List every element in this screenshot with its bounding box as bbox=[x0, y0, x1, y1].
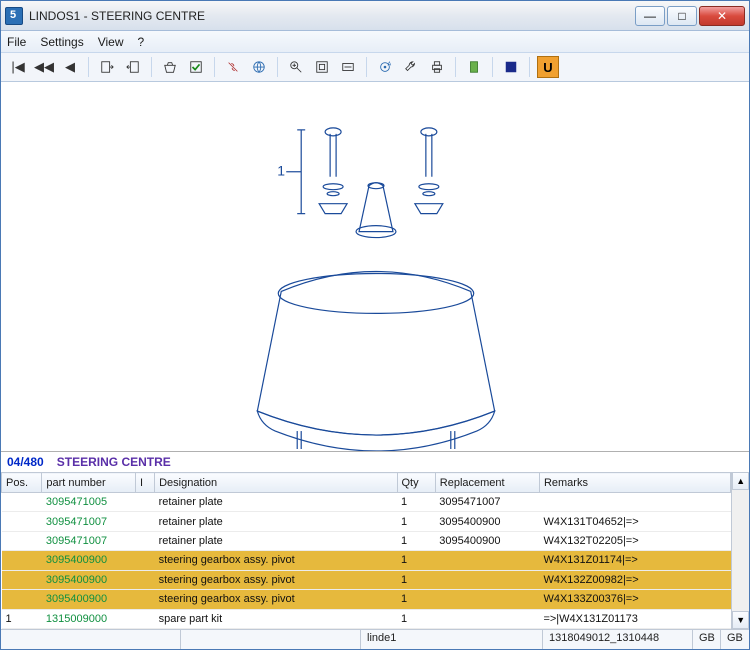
menu-settings[interactable]: Settings bbox=[40, 35, 83, 49]
scroll-track[interactable] bbox=[732, 490, 749, 611]
col-replacement[interactable]: Replacement bbox=[435, 473, 539, 493]
print-icon[interactable] bbox=[426, 56, 448, 78]
export-icon[interactable] bbox=[96, 56, 118, 78]
col-qty[interactable]: Qty bbox=[397, 473, 435, 493]
doc-icon[interactable] bbox=[463, 56, 485, 78]
table-row[interactable]: 3095400900steering gearbox assy. pivot1W… bbox=[2, 570, 731, 589]
link-off-icon[interactable] bbox=[222, 56, 244, 78]
diagram-svg: 1 bbox=[1, 82, 749, 451]
page-indicator: 04/480 bbox=[7, 455, 44, 469]
target-icon[interactable]: A bbox=[374, 56, 396, 78]
zoom-in-icon[interactable] bbox=[285, 56, 307, 78]
scroll-up-icon[interactable]: ▲ bbox=[732, 472, 749, 490]
prev-fast-icon[interactable]: ◀◀ bbox=[33, 56, 55, 78]
part-number: 1315009000 bbox=[42, 609, 136, 628]
status-doc: 1318049012_1310448 bbox=[543, 630, 693, 649]
table-row[interactable]: 11315009000spare part kit1=>|W4X131Z0117… bbox=[2, 609, 731, 628]
table-row[interactable]: 3095400900steering gearbox assy. pivot1W… bbox=[2, 590, 731, 609]
prev-icon[interactable]: ◀ bbox=[59, 56, 81, 78]
diagram-viewer[interactable]: 1 bbox=[1, 82, 749, 452]
globe-icon[interactable] bbox=[248, 56, 270, 78]
close-button[interactable]: ✕ bbox=[699, 6, 745, 26]
svg-text:A: A bbox=[388, 61, 392, 67]
menu-view[interactable]: View bbox=[98, 35, 124, 49]
menu-help[interactable]: ? bbox=[138, 35, 145, 49]
part-number: 3095471007 bbox=[42, 531, 136, 550]
app-icon bbox=[5, 7, 23, 25]
part-number: 3095400900 bbox=[42, 551, 136, 570]
wrench-icon[interactable] bbox=[400, 56, 422, 78]
col-remarks[interactable]: Remarks bbox=[539, 473, 730, 493]
part-number: 3095400900 bbox=[42, 570, 136, 589]
window-title: LINDOS1 - STEERING CENTRE bbox=[29, 9, 635, 23]
status-lang2: GB bbox=[721, 630, 749, 649]
parts-table-wrap: Pos. part number I Designation Qty Repla… bbox=[1, 472, 749, 629]
callout-1: 1 bbox=[277, 163, 285, 179]
status-1 bbox=[1, 630, 181, 649]
window-controls: — □ ✕ bbox=[635, 6, 745, 26]
menubar: File Settings View ? bbox=[1, 31, 749, 53]
statusbar: linde1 1318049012_1310448 GB GB bbox=[1, 629, 749, 649]
part-number: 3095400900 bbox=[42, 590, 136, 609]
table-header-row: Pos. part number I Designation Qty Repla… bbox=[2, 473, 731, 493]
first-icon[interactable]: |◀ bbox=[7, 56, 29, 78]
scroll-down-icon[interactable]: ▼ bbox=[732, 611, 749, 629]
col-pos[interactable]: Pos. bbox=[2, 473, 42, 493]
fit-page-icon[interactable] bbox=[311, 56, 333, 78]
flag-icon[interactable] bbox=[500, 56, 522, 78]
fit-width-icon[interactable] bbox=[337, 56, 359, 78]
maximize-button[interactable]: □ bbox=[667, 6, 697, 26]
table-row[interactable]: 3095400900steering gearbox assy. pivot1W… bbox=[2, 551, 731, 570]
table-body: 3095471005retainer plate1309547100730954… bbox=[2, 493, 731, 629]
check-icon[interactable] bbox=[185, 56, 207, 78]
toolbar: |◀ ◀◀ ◀ A U bbox=[1, 53, 749, 82]
section-name: STEERING CENTRE bbox=[57, 455, 171, 469]
col-partnumber[interactable]: part number bbox=[42, 473, 136, 493]
col-designation[interactable]: Designation bbox=[155, 473, 397, 493]
part-number: 3095471005 bbox=[42, 493, 136, 512]
part-number: 3095471007 bbox=[42, 512, 136, 531]
u-icon[interactable]: U bbox=[537, 56, 559, 78]
menu-file[interactable]: File bbox=[7, 35, 26, 49]
table-row[interactable]: 3095471007retainer plate13095400900W4X13… bbox=[2, 512, 731, 531]
table-row[interactable]: 3095471005retainer plate13095471007 bbox=[2, 493, 731, 512]
basket-icon[interactable] bbox=[159, 56, 181, 78]
col-i[interactable]: I bbox=[135, 473, 154, 493]
parts-table: Pos. part number I Designation Qty Repla… bbox=[1, 472, 731, 629]
titlebar[interactable]: LINDOS1 - STEERING CENTRE — □ ✕ bbox=[1, 1, 749, 31]
table-scrollbar[interactable]: ▲ ▼ bbox=[731, 472, 749, 629]
status-lang1: GB bbox=[693, 630, 721, 649]
table-row[interactable]: 3095471007retainer plate13095400900W4X13… bbox=[2, 531, 731, 550]
section-header: 04/480 STEERING CENTRE bbox=[1, 452, 749, 472]
import-icon[interactable] bbox=[122, 56, 144, 78]
app-window: LINDOS1 - STEERING CENTRE — □ ✕ File Set… bbox=[0, 0, 750, 650]
status-user: linde1 bbox=[361, 630, 543, 649]
minimize-button[interactable]: — bbox=[635, 6, 665, 26]
status-2 bbox=[181, 630, 361, 649]
